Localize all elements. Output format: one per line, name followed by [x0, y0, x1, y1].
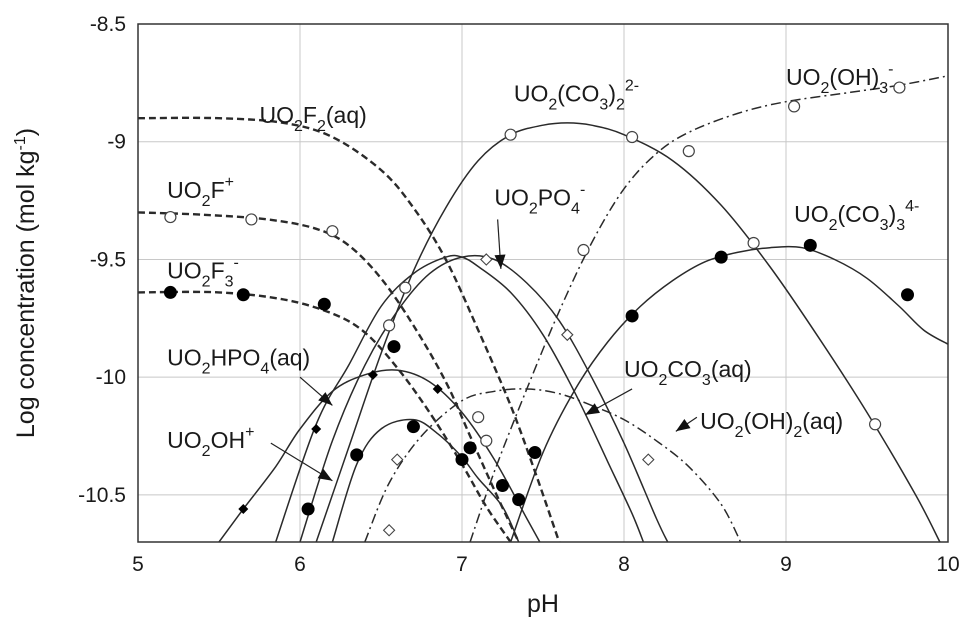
series-labels: UO2F2(aq) UO2F+ UO2F3- UO2(CO3)22- UO2(OH)3-… — [167, 61, 919, 460]
series-label-uo2po4: UO2PO4- — [494, 181, 585, 217]
point-uo2-co3-3-4 — [803, 238, 817, 252]
y-tick-label: -8.5 — [90, 13, 126, 36]
point-uo2f3 — [387, 340, 401, 354]
point-uo2oh — [406, 420, 420, 434]
series-label-uo2hpo4-aq: UO2HPO4(aq) — [167, 344, 310, 377]
point-uo2-co3-3-4 — [901, 288, 914, 302]
series-label-uo2-oh-3: UO2(OH)3- — [786, 61, 893, 97]
point-uo2po4 — [480, 253, 493, 266]
point-uo2-co3-2-2 — [747, 236, 760, 250]
series-label-uo2oh: UO2OH+ — [167, 424, 254, 460]
point-uo2-co3-3-4 — [528, 446, 542, 460]
curve-uo2-oh-3 — [469, 75, 948, 542]
point-uo2po4 — [390, 453, 404, 466]
series-label-uo2-co3-2-2: UO2(CO3)22- — [514, 78, 639, 114]
series-label-uo2f2-aq: UO2F2(aq) — [260, 102, 367, 135]
point-uo2f — [480, 434, 493, 447]
y-tick-label: -9.5 — [90, 248, 126, 271]
series-label-uo2f: UO2F+ — [167, 174, 234, 210]
x-tick-label: 6 — [294, 553, 306, 576]
point-uo2-co3-2-2 — [625, 130, 639, 144]
y-tick-label: -10 — [96, 366, 126, 389]
tick-labels: 5 6 7 8 9 10 -8.5 -9 -9.5 -10 -10.5 — [78, 13, 960, 576]
curve-uo2-co3-2-2 — [315, 122, 941, 542]
curves — [138, 75, 948, 542]
point-uo2oh — [455, 453, 469, 467]
point-uo2hpo4-aq — [432, 383, 443, 394]
label-arrow-head — [317, 468, 333, 481]
point-uo2hpo4-aq — [367, 369, 378, 380]
point-uo2-co3-3-4 — [714, 250, 728, 264]
series-label-uo2co3-aq: UO2CO3(aq) — [624, 356, 752, 389]
x-tick-label: 9 — [780, 553, 792, 576]
point-uo2f — [245, 213, 258, 226]
point-uo2f — [472, 411, 485, 424]
x-tick-label: 5 — [132, 553, 144, 576]
series-label-uo2-co3-3-4: UO2(CO3)34- — [794, 198, 919, 234]
point-uo2oh — [301, 502, 315, 516]
point-uo2f3 — [236, 288, 250, 302]
series-label-uo2-oh-2-aq: UO2(OH)2(aq) — [700, 408, 843, 441]
y-axis-label: Log concentration (mol kg-1) — [12, 128, 40, 438]
curve-uo2hpo4-aq — [218, 369, 541, 542]
plot-frame — [137, 23, 949, 543]
x-tick-label: 10 — [936, 553, 959, 576]
point-uo2f — [164, 210, 177, 224]
point-uo2po4 — [642, 453, 655, 466]
point-uo2-co3-2-2 — [868, 418, 882, 431]
curve-uo2co3-aq — [274, 254, 645, 542]
x-tick-label: 8 — [618, 553, 630, 576]
series-label-uo2f3: UO2F3- — [167, 254, 239, 290]
point-uo2hpo4-aq — [238, 504, 249, 515]
point-uo2-co3-3-4 — [625, 309, 639, 323]
y-tick-label: -9 — [107, 131, 126, 154]
point-uo2-oh-3 — [893, 81, 906, 94]
point-uo2-oh-3 — [682, 145, 695, 158]
curve-uo2-oh-2-aq — [364, 388, 742, 542]
point-uo2hpo4-aq — [311, 423, 322, 434]
x-tick-label: 7 — [456, 553, 468, 576]
point-uo2f — [399, 281, 412, 294]
point-uo2f — [326, 225, 339, 238]
point-uo2oh — [350, 448, 364, 462]
point-uo2po4 — [561, 328, 574, 342]
point-uo2-oh-3 — [577, 243, 590, 257]
label-arrow-head — [585, 403, 600, 415]
point-uo2po4 — [382, 523, 396, 537]
point-uo2f3 — [163, 285, 177, 299]
point-uo2-oh-3 — [787, 100, 801, 113]
markers — [163, 81, 914, 537]
curve-uo2-co3-3-4 — [509, 245, 948, 542]
point-uo2-co3-2-2 — [504, 128, 517, 141]
label-arrow-head — [494, 254, 506, 269]
point-uo2oh — [512, 493, 526, 507]
label-arrow-head — [675, 419, 691, 432]
curve-uo2f3 — [138, 290, 512, 542]
curve-uo2po4 — [299, 254, 669, 542]
point-uo2f3 — [463, 441, 477, 455]
point-uo2hpo4-aq — [497, 480, 508, 491]
x-axis-label: pH — [527, 590, 559, 618]
label-arrow-head — [318, 392, 333, 406]
point-uo2-co3-2-2 — [383, 319, 396, 332]
y-tick-label: -10.5 — [78, 484, 126, 507]
arrows — [270, 219, 698, 482]
curve-uo2f2-aq — [138, 116, 561, 542]
point-uo2f3 — [317, 297, 331, 311]
